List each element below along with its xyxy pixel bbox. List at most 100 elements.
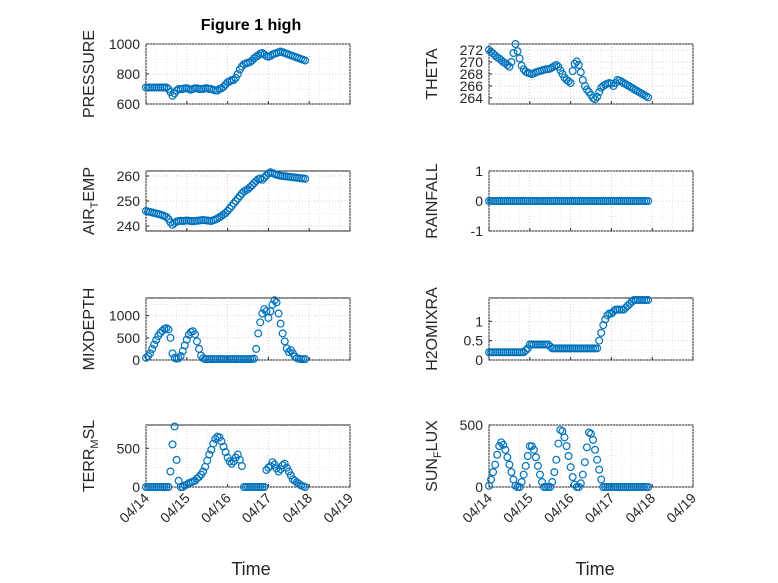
data-point — [233, 69, 242, 78]
data-point — [272, 298, 281, 307]
data-point — [574, 60, 583, 69]
subplot-4: -1 0 1 RAINFALL — [424, 163, 694, 239]
data-point — [505, 62, 514, 71]
subplot-5: 0 500 1000 MIXDEPTH — [81, 288, 351, 371]
y-tick-label: 250 — [117, 193, 141, 209]
y-tick-label: 500 — [117, 440, 141, 456]
y-tick-label: 266 — [460, 78, 484, 94]
data-point — [256, 174, 265, 183]
data-point — [589, 435, 598, 444]
data-point — [531, 453, 540, 462]
data-point — [246, 183, 255, 192]
data-point — [239, 187, 248, 196]
data-point — [270, 296, 279, 305]
data-point — [521, 346, 530, 355]
data-point — [166, 218, 175, 227]
data-point — [286, 471, 295, 480]
data-point — [593, 344, 602, 353]
data-point — [162, 83, 171, 92]
data-point — [199, 467, 208, 476]
data-point — [254, 51, 263, 60]
data-point — [260, 173, 269, 182]
x-axis-label-left: Time — [231, 559, 270, 579]
y-axis-label-part: SUN — [424, 458, 441, 492]
data-point — [570, 59, 579, 68]
data-point — [229, 199, 238, 208]
data-point — [182, 480, 191, 489]
data-point — [264, 169, 273, 178]
data-point — [576, 68, 585, 77]
data-point — [213, 214, 222, 223]
data-point — [221, 448, 230, 457]
data-point — [517, 478, 526, 487]
data-point — [560, 433, 569, 442]
data-point — [552, 60, 561, 69]
y-axis-label-part: EMP — [81, 167, 98, 202]
data-point — [644, 483, 653, 492]
y-tick-label: 500 — [460, 417, 484, 433]
data-point — [568, 66, 577, 75]
data-point — [215, 433, 224, 442]
data-point — [225, 204, 234, 213]
data-point — [546, 483, 555, 492]
y-tick-label: 0 — [475, 193, 483, 209]
data-point — [578, 470, 587, 479]
data-point — [550, 468, 559, 477]
data-point — [178, 483, 187, 492]
y-axis-label: MIXDEPTH — [81, 288, 98, 371]
y-tick-label: 1 — [475, 163, 483, 179]
data-point — [162, 324, 171, 333]
y-tick-label: 600 — [117, 96, 141, 112]
y-tick-label: 500 — [117, 330, 141, 346]
data-point — [593, 92, 602, 101]
data-point — [276, 319, 285, 328]
data-point — [284, 348, 293, 357]
data-point — [168, 349, 177, 358]
data-point — [174, 354, 183, 363]
data-point — [252, 344, 261, 353]
y-tick-label: 272 — [460, 42, 484, 58]
data-point — [301, 56, 310, 65]
data-series — [485, 295, 653, 357]
y-axis-label-part: AIR — [81, 208, 98, 235]
data-point — [280, 459, 289, 468]
data-point — [564, 452, 573, 461]
data-point — [580, 458, 589, 467]
data-point — [301, 174, 310, 183]
y-tick-label: 1000 — [109, 308, 140, 324]
data-point — [223, 453, 232, 462]
data-point — [237, 462, 246, 471]
data-point — [209, 439, 218, 448]
data-point — [164, 483, 173, 492]
y-axis-label-part: TERR — [81, 449, 98, 493]
data-series — [142, 422, 310, 492]
data-point — [213, 86, 222, 95]
data-point — [280, 337, 289, 346]
data-point — [552, 455, 561, 464]
data-point — [256, 318, 265, 327]
y-tick-label: 1000 — [109, 36, 140, 52]
data-point — [593, 455, 602, 464]
data-point — [603, 311, 612, 320]
y-axis-label-subscript: M — [89, 439, 101, 448]
y-tick-label: -1 — [471, 223, 484, 239]
y-tick-label: 264 — [460, 90, 484, 106]
data-point — [164, 325, 173, 334]
data-point — [233, 194, 242, 203]
subplot-6: 0 0.5 1 H2OMIXRA — [424, 287, 694, 371]
data-point — [564, 77, 573, 86]
data-point — [535, 470, 544, 479]
y-axis-label-subscript: T — [89, 201, 101, 208]
subplot-3: 240 250 260 AIRTEMP — [81, 167, 351, 235]
y-axis-label: TERRMSL — [81, 420, 101, 492]
data-point — [591, 95, 600, 104]
data-point — [193, 337, 202, 346]
data-point — [591, 445, 600, 454]
y-axis-label: THETA — [424, 48, 441, 100]
data-point — [521, 461, 530, 470]
data-point — [513, 47, 522, 56]
data-point — [225, 457, 234, 466]
data-point — [219, 82, 228, 91]
data-point — [227, 202, 236, 211]
data-point — [576, 479, 585, 488]
